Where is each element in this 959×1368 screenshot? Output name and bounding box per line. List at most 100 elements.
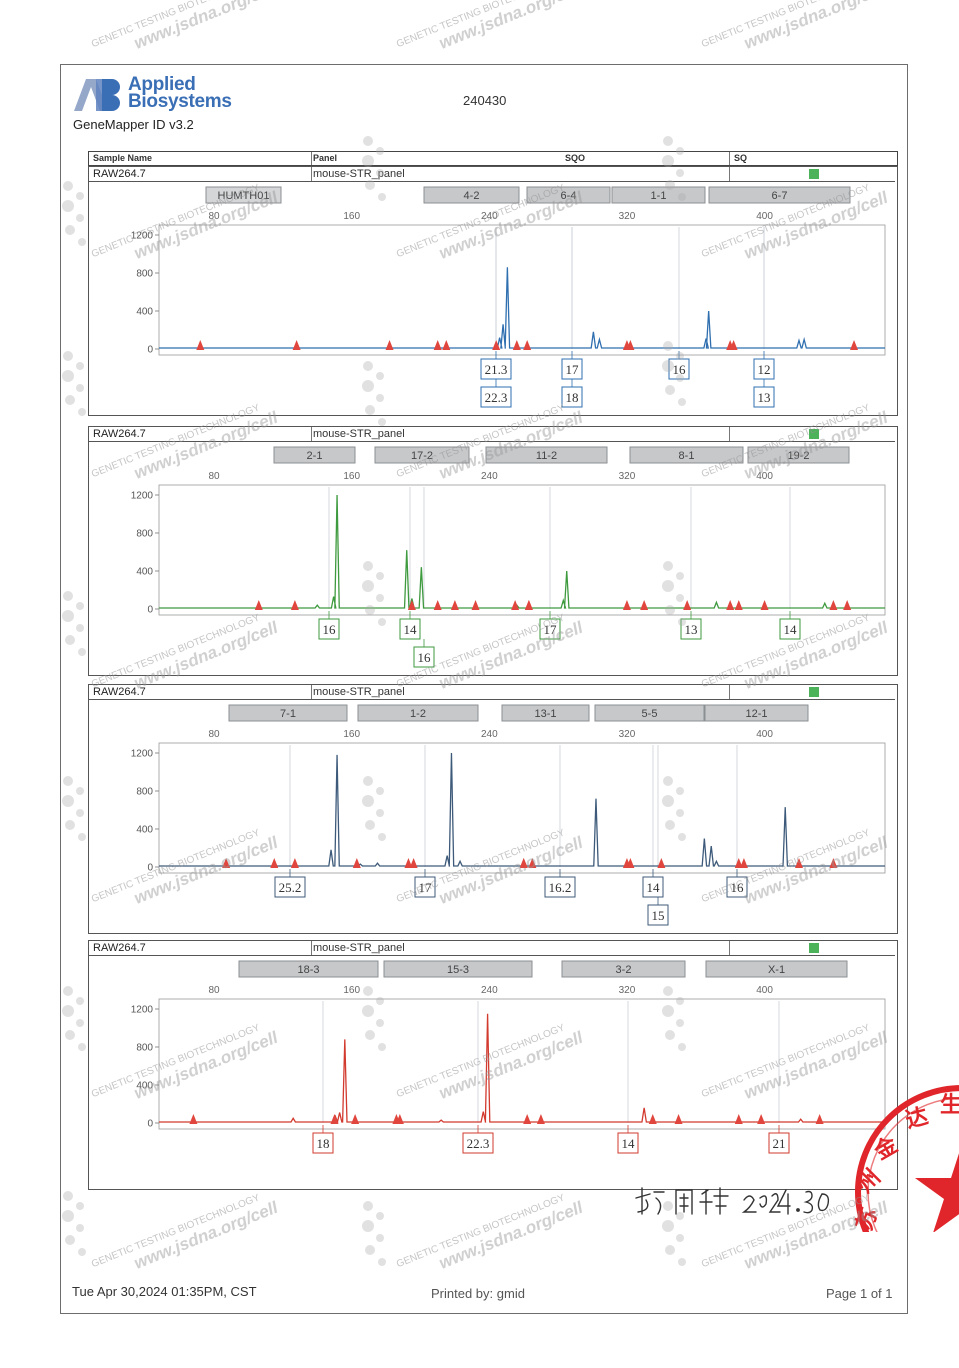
header-divider <box>729 427 730 441</box>
allele-call-label: 25.2 <box>279 880 302 895</box>
marker-label: 1-1 <box>651 190 667 202</box>
marker-bin <box>383 960 533 978</box>
header-divider <box>729 685 730 699</box>
svg-text:苏: 苏 <box>852 1204 883 1232</box>
marker-bin <box>705 960 848 978</box>
size-standard-marker <box>657 858 666 868</box>
size-standard-marker <box>511 600 520 610</box>
allele-call-label: 16 <box>673 362 687 377</box>
x-tick-label: 400 <box>756 471 773 482</box>
qc-status-indicator <box>809 169 819 179</box>
watermark-text: GENETIC TESTING BIOTECHNOLOGY www.jsdna.o… <box>395 0 586 53</box>
marker-label: 13-1 <box>534 708 556 720</box>
allele-call-label: 15 <box>652 908 665 923</box>
column-panel: Panel <box>313 153 338 163</box>
size-standard-marker <box>523 340 532 350</box>
size-standard-marker <box>407 600 416 610</box>
panel-name: mouse-STR_panel <box>313 168 405 180</box>
size-standard-marker <box>395 1114 404 1124</box>
allele-call-box <box>642 876 664 898</box>
applied-biosystems-logo: Applied Biosystems <box>72 75 252 115</box>
allele-call-label: 14 <box>784 622 798 637</box>
size-standard-marker <box>433 340 442 350</box>
size-standard-marker <box>734 600 743 610</box>
marker-bin <box>594 704 705 722</box>
allele-call-label: 16 <box>323 622 337 637</box>
size-standard-marker <box>524 600 533 610</box>
electropherogram-plot: 18-3 15-3 3-2 X-1 80 160 240 320 400 1200 800 400 0 1… <box>131 960 886 1154</box>
electropherogram-panel: RAW264.7 mouse-STR_panel 18-3 15-3 3-2 X-1 80 1… <box>88 940 898 1190</box>
marker-label: X-1 <box>768 964 785 976</box>
marker-bin <box>561 960 686 978</box>
electropherogram-plot: 7-1 1-2 13-1 5-5 12-180 160 240 320 400120080040… <box>131 704 886 926</box>
y-tick-label: 0 <box>147 863 153 874</box>
size-standard-marker <box>536 1114 545 1124</box>
y-tick-label: 800 <box>136 787 153 798</box>
y-tick-label: 800 <box>136 1043 153 1054</box>
size-standard-marker <box>519 858 528 868</box>
size-standard-marker <box>829 600 838 610</box>
allele-call-box <box>647 904 669 926</box>
marker-bin <box>423 186 520 204</box>
plot-frame <box>158 742 886 874</box>
marker-label: 7-1 <box>280 708 296 720</box>
marker-label: 11-2 <box>536 450 557 462</box>
size-standard-marker <box>734 858 743 868</box>
y-tick-label: 400 <box>136 1081 153 1092</box>
allele-call-box <box>539 618 561 640</box>
marker-bin <box>357 704 479 722</box>
panel-name: mouse-STR_panel <box>313 428 405 440</box>
allele-call-box <box>617 1132 639 1154</box>
y-tick-label: 0 <box>147 345 153 356</box>
sample-name: RAW264.7 <box>93 168 146 180</box>
y-tick-label: 400 <box>136 567 153 578</box>
header-divider <box>311 167 312 181</box>
y-tick-label: 400 <box>136 825 153 836</box>
size-standard-marker <box>471 600 480 610</box>
printed-by: Printed by: gmid <box>431 1286 525 1301</box>
marker-bin <box>629 446 744 464</box>
allele-call-label: 14 <box>404 622 418 637</box>
marker-bin <box>611 186 706 204</box>
size-standard-marker <box>290 858 299 868</box>
allele-call-label: 22.3 <box>467 1136 490 1151</box>
size-standard-marker <box>492 340 501 350</box>
print-timestamp: Tue Apr 30,2024 01:35PM, CST <box>72 1284 257 1299</box>
x-tick-label: 80 <box>208 985 220 996</box>
size-standard-marker <box>290 600 299 610</box>
size-standard-marker <box>528 858 537 868</box>
allele-call-label: 16 <box>418 650 432 665</box>
electropherogram-plot: HUMTH01 4-2 6-4 1-1 6-780 160 240 320 4001200800… <box>131 186 886 408</box>
allele-call-box <box>462 1132 494 1154</box>
x-tick-label: 160 <box>343 471 360 482</box>
allele-call-box <box>668 358 690 380</box>
allele-call-label: 18 <box>317 1136 330 1151</box>
size-standard-marker <box>189 1114 198 1124</box>
y-tick-label: 1200 <box>131 749 154 760</box>
marker-label: 1-2 <box>410 708 426 720</box>
size-standard-marker <box>734 1114 743 1124</box>
size-standard-marker <box>815 1114 824 1124</box>
size-standard-marker <box>442 340 451 350</box>
allele-call-label: 21.3 <box>485 362 508 377</box>
x-tick-label: 400 <box>756 985 773 996</box>
allele-call-box <box>726 876 748 898</box>
size-standard-marker <box>850 340 859 350</box>
handwritten-signature <box>635 1187 830 1215</box>
size-standard-marker <box>648 1114 657 1124</box>
allele-call-box <box>312 1132 334 1154</box>
electropherogram-panel: RAW264.7 mouse-STR_panel 2-1 17-2 11-2 8-1 19-… <box>88 426 898 676</box>
watermark-text: GENETIC TESTING BIOTECHNOLOGY www.jsdna.o… <box>700 0 891 53</box>
size-standard-marker <box>829 858 838 868</box>
x-tick-label: 320 <box>619 211 636 222</box>
page-number: Page 1 of 1 <box>826 1286 893 1301</box>
column-header-row: Sample Name Panel SQO SQ <box>88 151 898 166</box>
marker-label: 2-1 <box>307 450 323 462</box>
x-tick-label: 320 <box>619 985 636 996</box>
allele-call-label: 18 <box>566 390 579 405</box>
allele-call-label: 17 <box>544 622 558 637</box>
allele-call-label: 13 <box>685 622 698 637</box>
size-standard-marker <box>626 340 635 350</box>
marker-label: 15-3 <box>447 964 469 976</box>
size-standard-marker <box>450 600 459 610</box>
